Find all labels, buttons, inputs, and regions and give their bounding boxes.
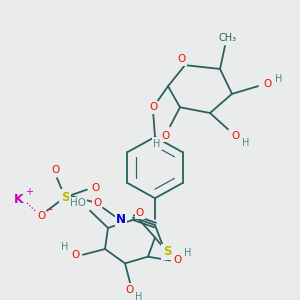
Text: H: H — [242, 138, 250, 148]
Text: N: N — [116, 213, 126, 226]
Text: O: O — [136, 208, 144, 218]
Text: O: O — [37, 212, 45, 221]
Text: O: O — [126, 285, 134, 295]
Text: H: H — [135, 292, 143, 300]
Text: S: S — [61, 191, 69, 204]
Text: H: H — [153, 139, 161, 148]
Text: H: H — [61, 242, 69, 252]
Text: O: O — [178, 54, 186, 64]
Text: CH₃: CH₃ — [219, 33, 237, 43]
Text: O: O — [149, 102, 157, 112]
Text: S: S — [163, 245, 171, 258]
Text: HO: HO — [70, 198, 86, 208]
Text: O: O — [264, 79, 272, 89]
Text: O: O — [71, 250, 79, 260]
Text: O: O — [161, 131, 169, 141]
Text: O: O — [93, 198, 101, 208]
Text: O: O — [91, 183, 99, 193]
Text: H: H — [275, 74, 283, 83]
Text: O: O — [174, 256, 182, 266]
Text: O: O — [51, 166, 59, 176]
Text: H: H — [184, 248, 192, 258]
Text: −: − — [45, 204, 53, 213]
Text: K: K — [14, 193, 24, 206]
Text: +: + — [25, 188, 33, 197]
Text: O: O — [232, 131, 240, 141]
